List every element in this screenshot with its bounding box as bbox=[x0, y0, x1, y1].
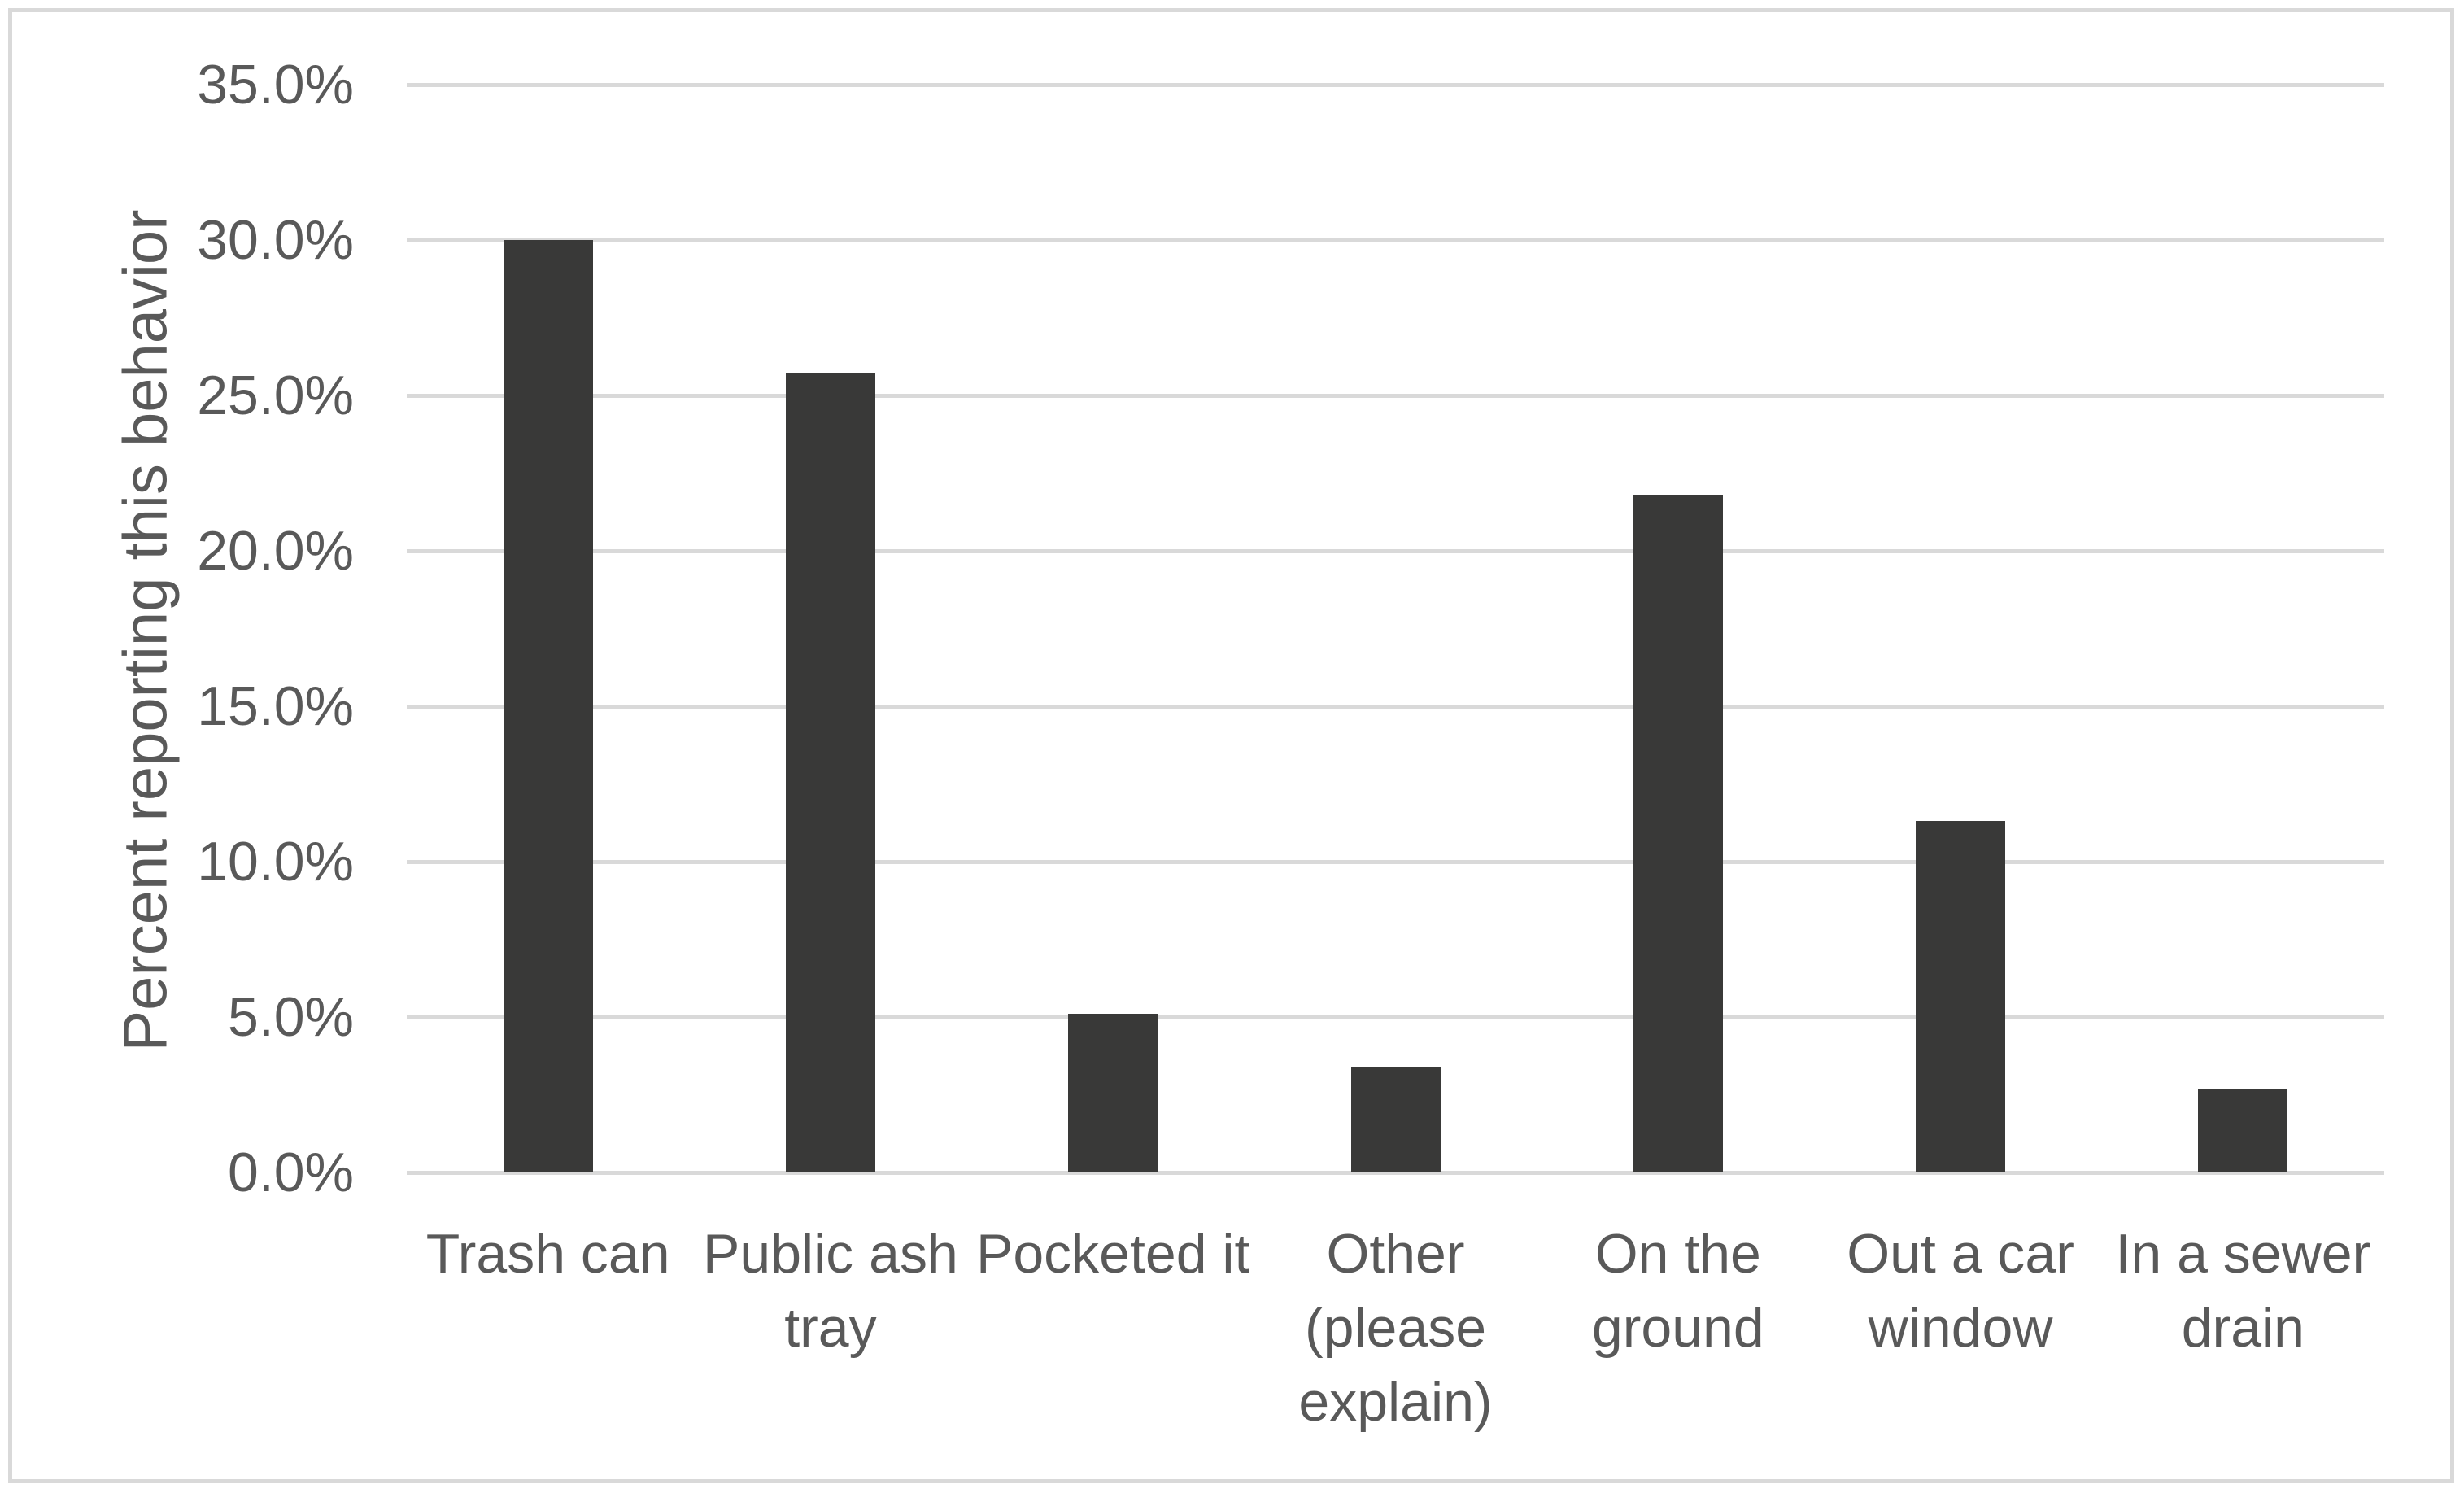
gridline bbox=[407, 1015, 2384, 1019]
bar-trash-can bbox=[503, 240, 593, 1172]
x-category-label: Other (please explain) bbox=[1298, 1223, 1493, 1433]
gridline bbox=[407, 238, 2384, 242]
bar-in-a-sewer-drain bbox=[2198, 1088, 2288, 1172]
y-tick-label: 10.0% bbox=[197, 831, 354, 893]
bar-public-ash-tray bbox=[785, 373, 875, 1172]
gridline bbox=[407, 548, 2384, 553]
x-category-label: Trash can bbox=[425, 1223, 670, 1285]
y-tick-label: 5.0% bbox=[228, 986, 354, 1048]
y-tick-label: 30.0% bbox=[197, 209, 354, 271]
bar-pocketed-it bbox=[1068, 1014, 1158, 1172]
y-tick-label: 15.0% bbox=[197, 675, 354, 737]
y-tick-label: 25.0% bbox=[197, 365, 354, 426]
x-category-label: Pocketed it bbox=[975, 1223, 1250, 1285]
bar-on-the-ground bbox=[1633, 495, 1723, 1172]
y-tick-label: 0.0% bbox=[228, 1142, 354, 1203]
gridline bbox=[407, 859, 2384, 864]
bar-out-a-car-window bbox=[1916, 821, 2006, 1172]
chart-frame bbox=[8, 8, 2454, 1483]
gridline bbox=[407, 393, 2384, 398]
bar-other-please-explain bbox=[1350, 1067, 1441, 1172]
plot-area bbox=[407, 82, 2384, 1175]
y-tick-label: 35.0% bbox=[197, 54, 354, 116]
x-category-label: On the ground bbox=[1591, 1223, 1764, 1359]
gridline bbox=[407, 82, 2384, 87]
gridline bbox=[407, 704, 2384, 709]
x-category-label: Public ash tray bbox=[703, 1223, 958, 1359]
gridline bbox=[407, 1170, 2384, 1175]
x-category-label: In a sewer drain bbox=[2115, 1223, 2371, 1359]
x-category-label: Out a car window bbox=[1847, 1223, 2074, 1359]
y-tick-label: 20.0% bbox=[197, 520, 354, 582]
y-axis-title: Percent reporting this behavior bbox=[111, 209, 181, 1052]
